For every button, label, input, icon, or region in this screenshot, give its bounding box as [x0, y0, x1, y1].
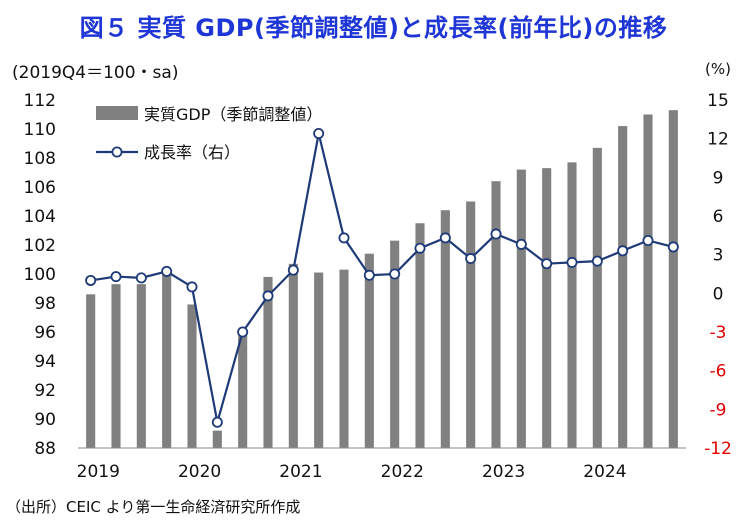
- bar-2024Q2: [618, 126, 628, 448]
- chart-title: 図５ 実質 GDP(季節調整値)と成長率(前年比)の推移: [79, 14, 668, 42]
- growth-point-2019Q1: [85, 274, 97, 286]
- left-tick-label: 104: [24, 207, 56, 227]
- x-tick-label: 2023: [482, 462, 525, 482]
- left-tick-label: 110: [24, 120, 56, 140]
- growth-point-2023Q4: [566, 256, 578, 268]
- growth-point-2019Q4: [161, 265, 173, 277]
- legend-bar-label: 実質GDP（季節調整値）: [144, 105, 322, 124]
- growth-point-2021Q4: [363, 269, 375, 281]
- left-tick-label: 100: [24, 265, 56, 285]
- growth-point-2021Q1: [287, 264, 299, 276]
- growth-point-2020Q4: [262, 290, 274, 302]
- right-axis-unit: (%): [705, 60, 731, 78]
- x-tick-label: 2020: [178, 462, 221, 482]
- legend-line-label: 成長率（右）: [144, 143, 240, 162]
- growth-point-2023Q1: [490, 228, 502, 240]
- right-tick-label: 0: [713, 284, 724, 304]
- growth-point-2022Q4: [465, 253, 477, 265]
- bar-2024Q4: [668, 110, 678, 449]
- left-tick-label: 90: [34, 410, 56, 430]
- bar-2020Q3: [238, 332, 248, 448]
- left-tick-label: 102: [24, 236, 56, 256]
- bar-2023Q1: [491, 181, 501, 448]
- bar-2021Q1: [288, 263, 298, 448]
- growth-point-2019Q2: [110, 271, 122, 283]
- growth-point-2023Q3: [541, 258, 553, 270]
- growth-point-2022Q1: [389, 268, 401, 280]
- right-tick-label: 9: [713, 168, 724, 188]
- left-tick-label: 96: [34, 323, 56, 343]
- x-tick-label: 2019: [77, 462, 120, 482]
- bar-2023Q4: [567, 162, 577, 448]
- growth-point-2021Q2: [313, 128, 325, 140]
- bar-2022Q3: [440, 210, 450, 448]
- source-note: （出所）CEIC より第一生命経済研究所作成: [6, 498, 301, 516]
- growth-point-2024Q3: [642, 234, 654, 246]
- growth-point-2020Q2: [211, 416, 223, 428]
- bar-2020Q2: [212, 430, 222, 448]
- growth-point-2020Q1: [186, 281, 198, 293]
- right-tick-label: 6: [713, 207, 724, 227]
- x-tick-label: 2022: [381, 462, 424, 482]
- left-tick-label: 106: [24, 178, 56, 198]
- right-tick-label: -6: [710, 362, 727, 382]
- growth-point-2024Q4: [667, 241, 679, 253]
- left-tick-label: 98: [34, 294, 56, 314]
- x-tick-label: 2024: [583, 462, 626, 482]
- growth-point-2019Q3: [135, 272, 147, 284]
- right-tick-label: 3: [713, 246, 724, 266]
- left-tick-label: 92: [34, 381, 56, 401]
- growth-point-2024Q2: [617, 245, 629, 257]
- x-tick-label: 2021: [279, 462, 322, 482]
- bar-2021Q2: [314, 272, 324, 448]
- legend-bar-swatch: [96, 106, 138, 120]
- left-axis-unit: (2019Q4＝100・sa): [12, 63, 179, 83]
- left-tick-label: 112: [24, 91, 56, 111]
- growth-point-2022Q3: [439, 232, 451, 244]
- right-tick-label: 12: [707, 130, 729, 150]
- bar-2024Q1: [592, 147, 602, 448]
- right-tick-label: -3: [710, 323, 727, 343]
- bar-2022Q4: [466, 201, 476, 448]
- growth-point-2020Q3: [237, 326, 249, 338]
- bar-2019Q4: [162, 274, 172, 448]
- growth-point-2021Q3: [338, 232, 350, 244]
- growth-point-2022Q2: [414, 242, 426, 254]
- bar-2019Q2: [111, 284, 121, 448]
- bar-2024Q3: [643, 114, 653, 448]
- right-tick-label: -9: [710, 400, 727, 420]
- bar-2023Q3: [542, 168, 552, 448]
- bar-2020Q1: [187, 304, 197, 448]
- growth-point-2024Q1: [591, 255, 603, 267]
- bar-2021Q3: [339, 269, 349, 448]
- growth-rate-line: [90, 133, 674, 423]
- right-tick-label: -12: [704, 439, 732, 459]
- bar-2020Q4: [263, 276, 273, 448]
- left-tick-label: 88: [34, 439, 56, 459]
- bar-2023Q2: [516, 169, 526, 448]
- bar-2021Q4: [364, 253, 374, 448]
- growth-point-2023Q2: [515, 238, 527, 250]
- bar-2019Q1: [86, 294, 96, 448]
- left-tick-label: 108: [24, 149, 56, 169]
- left-tick-label: 94: [34, 352, 56, 372]
- bar-2022Q1: [390, 240, 400, 448]
- legend-line-marker: [111, 146, 123, 158]
- bar-2022Q2: [415, 223, 425, 448]
- right-tick-label: 15: [707, 91, 729, 111]
- bar-2019Q3: [136, 284, 146, 448]
